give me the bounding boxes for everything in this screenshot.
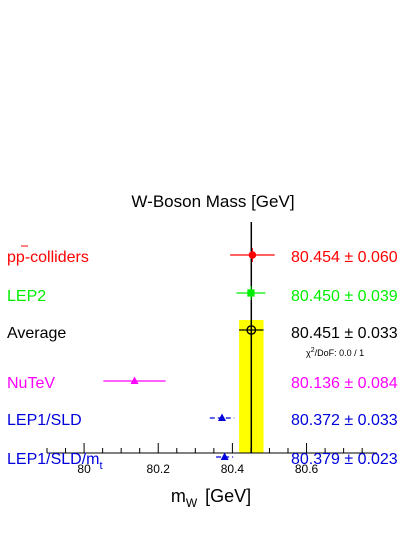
- value-pp-colliders: 80.454 ± 0.060: [291, 249, 398, 266]
- point-marker: [246, 325, 257, 335]
- data-points: [103, 248, 275, 460]
- chi2-superscript: 2: [311, 347, 315, 354]
- value-lep2: 80.450 ± 0.039: [291, 288, 398, 305]
- label-lep1-sld-mt-main: LEP1/SLD/m: [7, 451, 99, 468]
- label-lep2: LEP2: [7, 288, 46, 305]
- value-average: 80.451 ± 0.033: [291, 325, 398, 342]
- x-tick-label: 80.4: [221, 462, 245, 476]
- label-pp-p: p: [7, 249, 16, 266]
- label-pp-pbar: p: [16, 249, 25, 266]
- x-axis-label-m: m: [171, 486, 186, 506]
- point-marker: [220, 452, 229, 460]
- label-pp-colliders: pp-colliders: [7, 249, 89, 266]
- point-marker: [218, 413, 227, 421]
- point-lep2: [236, 286, 266, 300]
- chi2-annotation: χ2/DoF: 0.0 / 1: [306, 347, 364, 358]
- point-pp-colliders: [230, 248, 275, 262]
- label-lep1-sld: LEP1/SLD: [7, 412, 82, 429]
- x-axis-label-unit: [GeV]: [205, 486, 251, 506]
- value-lep1-sld-mt: 80.379 ± 0.023: [291, 451, 398, 468]
- x-tick-label: 80.2: [147, 462, 171, 476]
- point-nutev: [103, 376, 166, 384]
- x-axis-tick-labels: 80 80.2 80.4 80.6: [77, 462, 318, 476]
- point-marker: [130, 376, 139, 384]
- point-lep1-sld-mt: [216, 452, 234, 460]
- value-lep1-sld: 80.372 ± 0.033: [291, 412, 398, 429]
- x-tick-label: 80: [77, 462, 91, 476]
- label-average: Average: [7, 325, 66, 342]
- label-pp-rest: -colliders: [25, 249, 89, 266]
- point-average: [239, 321, 264, 339]
- label-lep1-sld-mt: LEP1/SLD/mt: [7, 451, 103, 472]
- x-axis-ticks: [46, 443, 363, 453]
- value-nutev: 80.136 ± 0.084: [291, 375, 398, 392]
- x-axis-label: mW [GeV]: [171, 486, 251, 510]
- label-nutev: NuTeV: [7, 375, 55, 392]
- label-lep1-sld-mt-sub: t: [99, 460, 102, 472]
- chi2-text: /DoF: 0.0 / 1: [315, 348, 365, 358]
- x-axis-label-sub: W: [186, 496, 198, 510]
- x-tick-label: 80.6: [295, 462, 319, 476]
- chart-title: W-Boson Mass [GeV]: [131, 192, 294, 211]
- point-lep1-sld: [209, 413, 235, 421]
- chi2-symbol: χ: [306, 348, 311, 358]
